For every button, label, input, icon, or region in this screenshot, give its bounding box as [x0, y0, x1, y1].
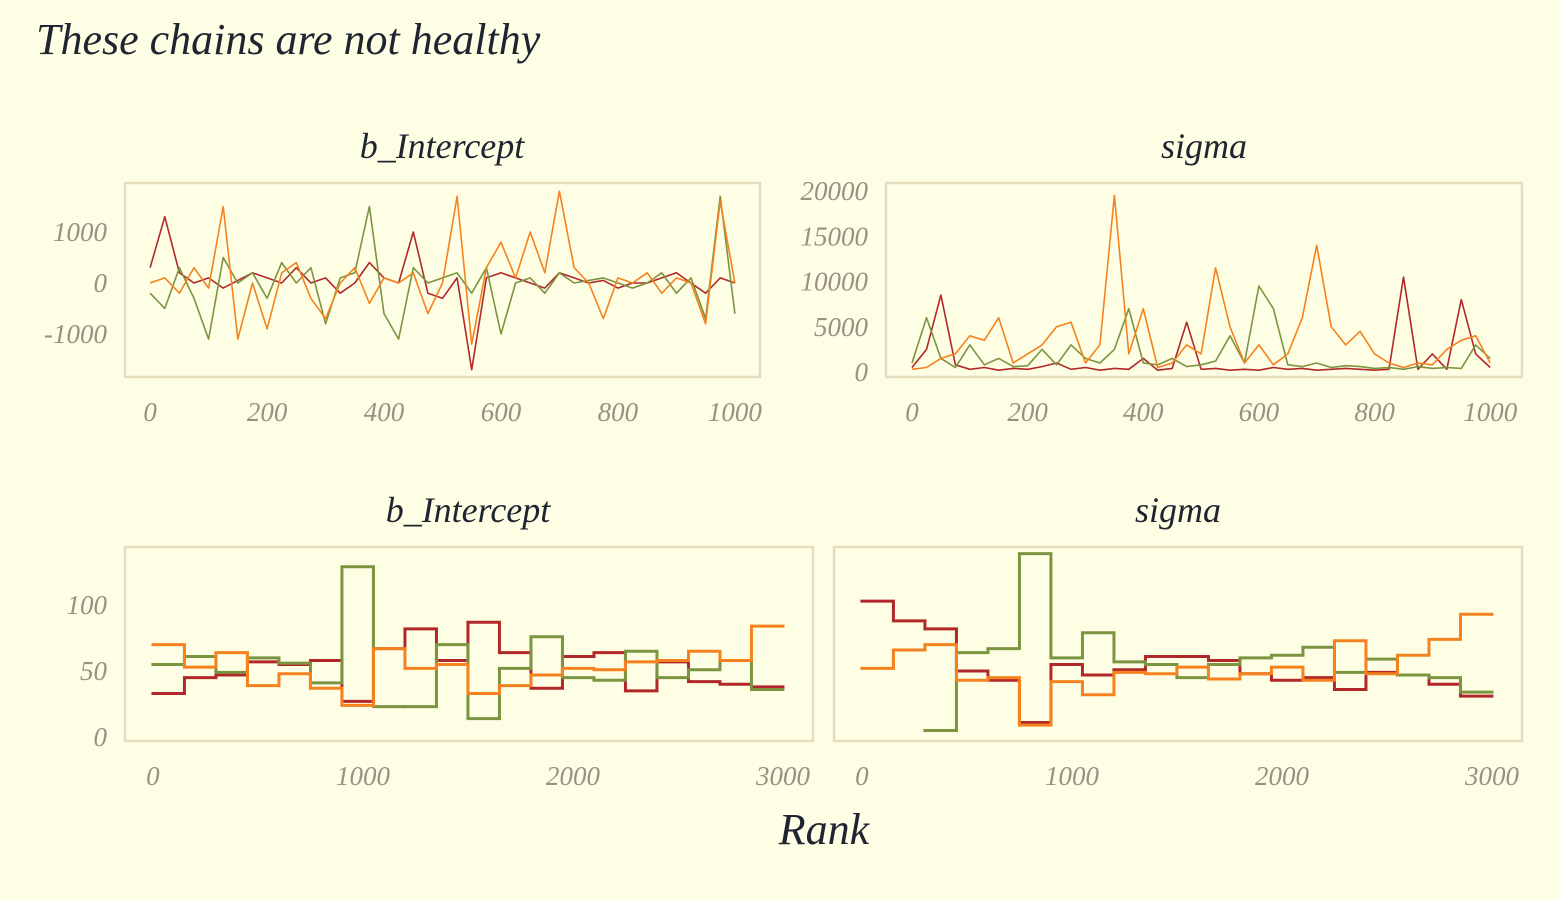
panel-title: b_Intercept: [360, 126, 526, 166]
x-axis-label: Rank: [778, 805, 871, 854]
x-tick-label: 0: [143, 397, 157, 427]
trace-line: [911, 194, 1491, 371]
plot-frame: [123, 545, 815, 743]
trace-line: [149, 195, 736, 340]
x-tick-label: 1000: [1463, 397, 1518, 427]
y-tick-label: 1000: [53, 217, 108, 247]
y-tick-label: -1000: [44, 319, 107, 349]
y-tick-label: 5000: [814, 312, 869, 342]
x-tick-label: 400: [1123, 397, 1164, 427]
panel-title: sigma: [1161, 126, 1247, 166]
x-tick-label: 0: [855, 761, 869, 791]
x-tick-label: 400: [364, 397, 405, 427]
trace-line: [149, 190, 736, 345]
y-tick-label: 10000: [801, 267, 869, 297]
panel-title: b_Intercept: [386, 490, 552, 530]
y-tick-label: 0: [94, 722, 108, 752]
x-tick-label: 1000: [708, 397, 763, 427]
trace-line: [911, 276, 1491, 371]
x-tick-label: 0: [146, 761, 160, 791]
y-tick-label: 0: [855, 357, 869, 387]
plot-frame: [832, 545, 1524, 743]
y-tick-label: 0: [94, 268, 108, 298]
x-tick-label: 200: [247, 397, 288, 427]
x-tick-label: 3000: [1464, 761, 1520, 791]
x-tick-label: 600: [481, 397, 522, 427]
panel-title: sigma: [1135, 490, 1221, 530]
trace-line: [149, 215, 736, 371]
x-tick-label: 800: [1354, 397, 1395, 427]
y-tick-label: 50: [80, 656, 108, 686]
plot-frame: [123, 181, 762, 379]
x-tick-label: 1000: [336, 761, 391, 791]
y-tick-label: 100: [67, 590, 108, 620]
x-tick-label: 600: [1239, 397, 1280, 427]
plot-frame: [884, 181, 1524, 379]
trace-line: [911, 285, 1491, 371]
y-tick-label: 20000: [801, 176, 869, 206]
figure-title: These chains are not healthy: [36, 15, 541, 64]
x-tick-label: 800: [598, 397, 639, 427]
x-tick-label: 200: [1007, 397, 1048, 427]
x-tick-label: 1000: [1045, 761, 1100, 791]
x-tick-label: 0: [905, 397, 919, 427]
x-tick-label: 2000: [1255, 761, 1310, 791]
x-tick-label: 3000: [755, 761, 811, 791]
x-tick-label: 2000: [546, 761, 601, 791]
y-tick-label: 15000: [801, 221, 869, 251]
